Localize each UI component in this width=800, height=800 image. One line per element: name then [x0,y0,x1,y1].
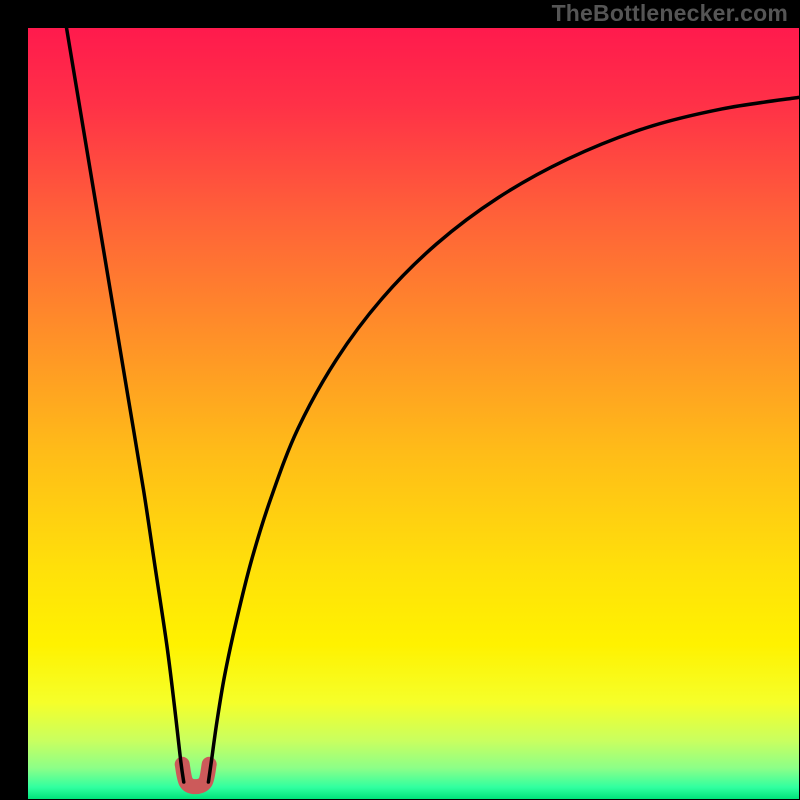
watermark-text: TheBottlenecker.com [552,0,788,27]
chart-container: { "watermark": { "text": "TheBottlenecke… [0,0,800,800]
plot-background [28,28,799,799]
bottleneck-chart [0,0,800,800]
